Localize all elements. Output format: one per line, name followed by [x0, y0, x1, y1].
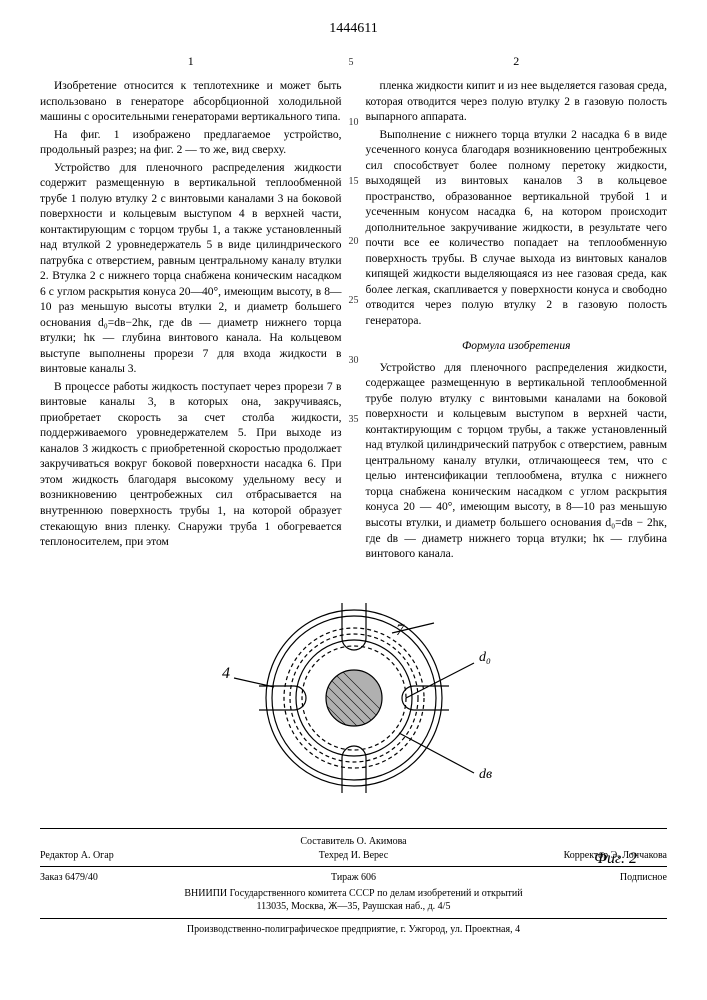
line-num: 5 — [349, 56, 359, 70]
paragraph: Устройство для пленочного распределения … — [366, 361, 668, 563]
right-column: 2 пленка жидкости кипит и из нее выделяе… — [366, 53, 668, 565]
footer-org: ВНИИПИ Государственного комитета СССР по… — [40, 887, 667, 901]
paragraph: Выполнение с нижнего торца втулки 2 наса… — [366, 128, 668, 330]
figure-label-4: 4 — [222, 665, 230, 682]
footer-order: Заказ 6479/40 — [40, 871, 249, 885]
footer-addr: 113035, Москва, Ж—35, Раушская наб., д. … — [40, 900, 667, 914]
paragraph: Изобретение относится к теплотехнике и м… — [40, 79, 342, 126]
line-num: 25 — [349, 294, 359, 308]
line-num: 35 — [349, 413, 359, 427]
footer-tirage: Тираж 606 — [249, 871, 458, 885]
paragraph: На фиг. 1 изображено предлагаемое устрой… — [40, 128, 342, 159]
paragraph: В процессе работы жидкость поступает чер… — [40, 380, 342, 551]
left-column: 1 Изобретение относится к теплотехнике и… — [40, 53, 342, 565]
footer: Составитель О. Акимова Редактор А. Огар … — [40, 828, 667, 936]
col-number-left: 1 — [40, 53, 342, 69]
figure-caption: Фиг. 2 — [594, 848, 637, 870]
figure-label-d0: d₀ — [479, 650, 491, 665]
footer-editor: Редактор А. Огар — [40, 849, 249, 863]
line-num: 15 — [349, 175, 359, 189]
figure-svg: 4 7 d₀ dв — [174, 583, 534, 813]
figure-2: 4 7 d₀ dв — [40, 583, 667, 819]
paragraph: пленка жидкости кипит и из нее выделяетс… — [366, 79, 668, 126]
formula-title: Формула изобретения — [366, 339, 668, 355]
patent-number: 1444611 — [40, 20, 667, 39]
paragraph: Устройство для пленочного распределения … — [40, 161, 342, 378]
line-num: 20 — [349, 235, 359, 249]
footer-compiler: Составитель О. Акимова — [40, 835, 667, 849]
footer-subscr: Подписное — [458, 871, 667, 885]
figure-label-7: 7 — [396, 622, 405, 639]
line-numbers: 5 10 15 20 25 30 35 — [349, 56, 359, 427]
footer-techred: Техред И. Верес — [249, 849, 458, 863]
line-num: 30 — [349, 354, 359, 368]
figure-label-db: dв — [479, 767, 492, 782]
line-num: 10 — [349, 116, 359, 130]
col-number-right: 2 — [366, 53, 668, 69]
footer-prod: Производственно-полиграфическое предприя… — [40, 923, 667, 937]
